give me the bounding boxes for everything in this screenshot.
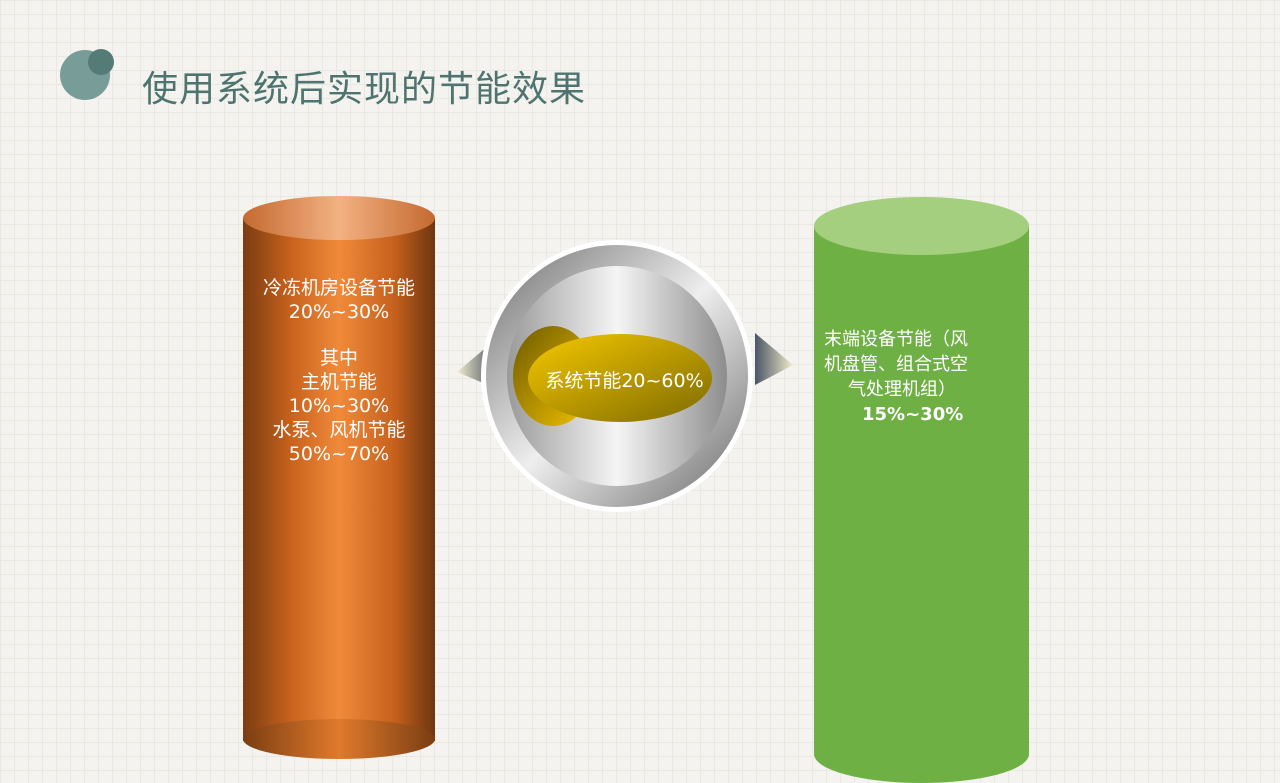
value: 10%~30% — [288, 395, 390, 417]
label: 气处理机组） — [848, 379, 956, 400]
right-arrow-icon — [755, 333, 793, 385]
label: 主机节能 — [300, 371, 377, 393]
label: 冷冻机房设备节能 — [262, 277, 415, 299]
value: 15%~30% — [862, 404, 964, 425]
label: 末端设备节能（风 — [824, 329, 968, 350]
chiller-room-cylinder: 冷冻机房设备节能 20%~30% 其中 主机节能 10%~30% 水泵、风机节能… — [243, 196, 435, 759]
label: 机盘管、组合式空 — [824, 354, 968, 375]
system-saving-label: 系统节能20~60% — [545, 370, 704, 392]
page-title: 使用系统后实现的节能效果 — [142, 69, 587, 110]
label: 水泵、风机节能 — [272, 419, 406, 441]
value: 20%~30% — [288, 301, 390, 323]
chiller-room-text: 冷冻机房设备节能 20%~30% 其中 主机节能 10%~30% 水泵、风机节能… — [243, 276, 435, 466]
terminal-text: 末端设备节能（风 机盘管、组合式空 气处理机组） 15%~30% — [824, 327, 1009, 427]
value: 50%~70% — [288, 443, 390, 465]
label: 其中 — [319, 347, 358, 369]
decor-circle-small — [88, 49, 114, 75]
terminal-equipment-cylinder: 末端设备节能（风 机盘管、组合式空 气处理机组） 15%~30% — [814, 197, 1029, 783]
center-graphic — [457, 240, 793, 512]
